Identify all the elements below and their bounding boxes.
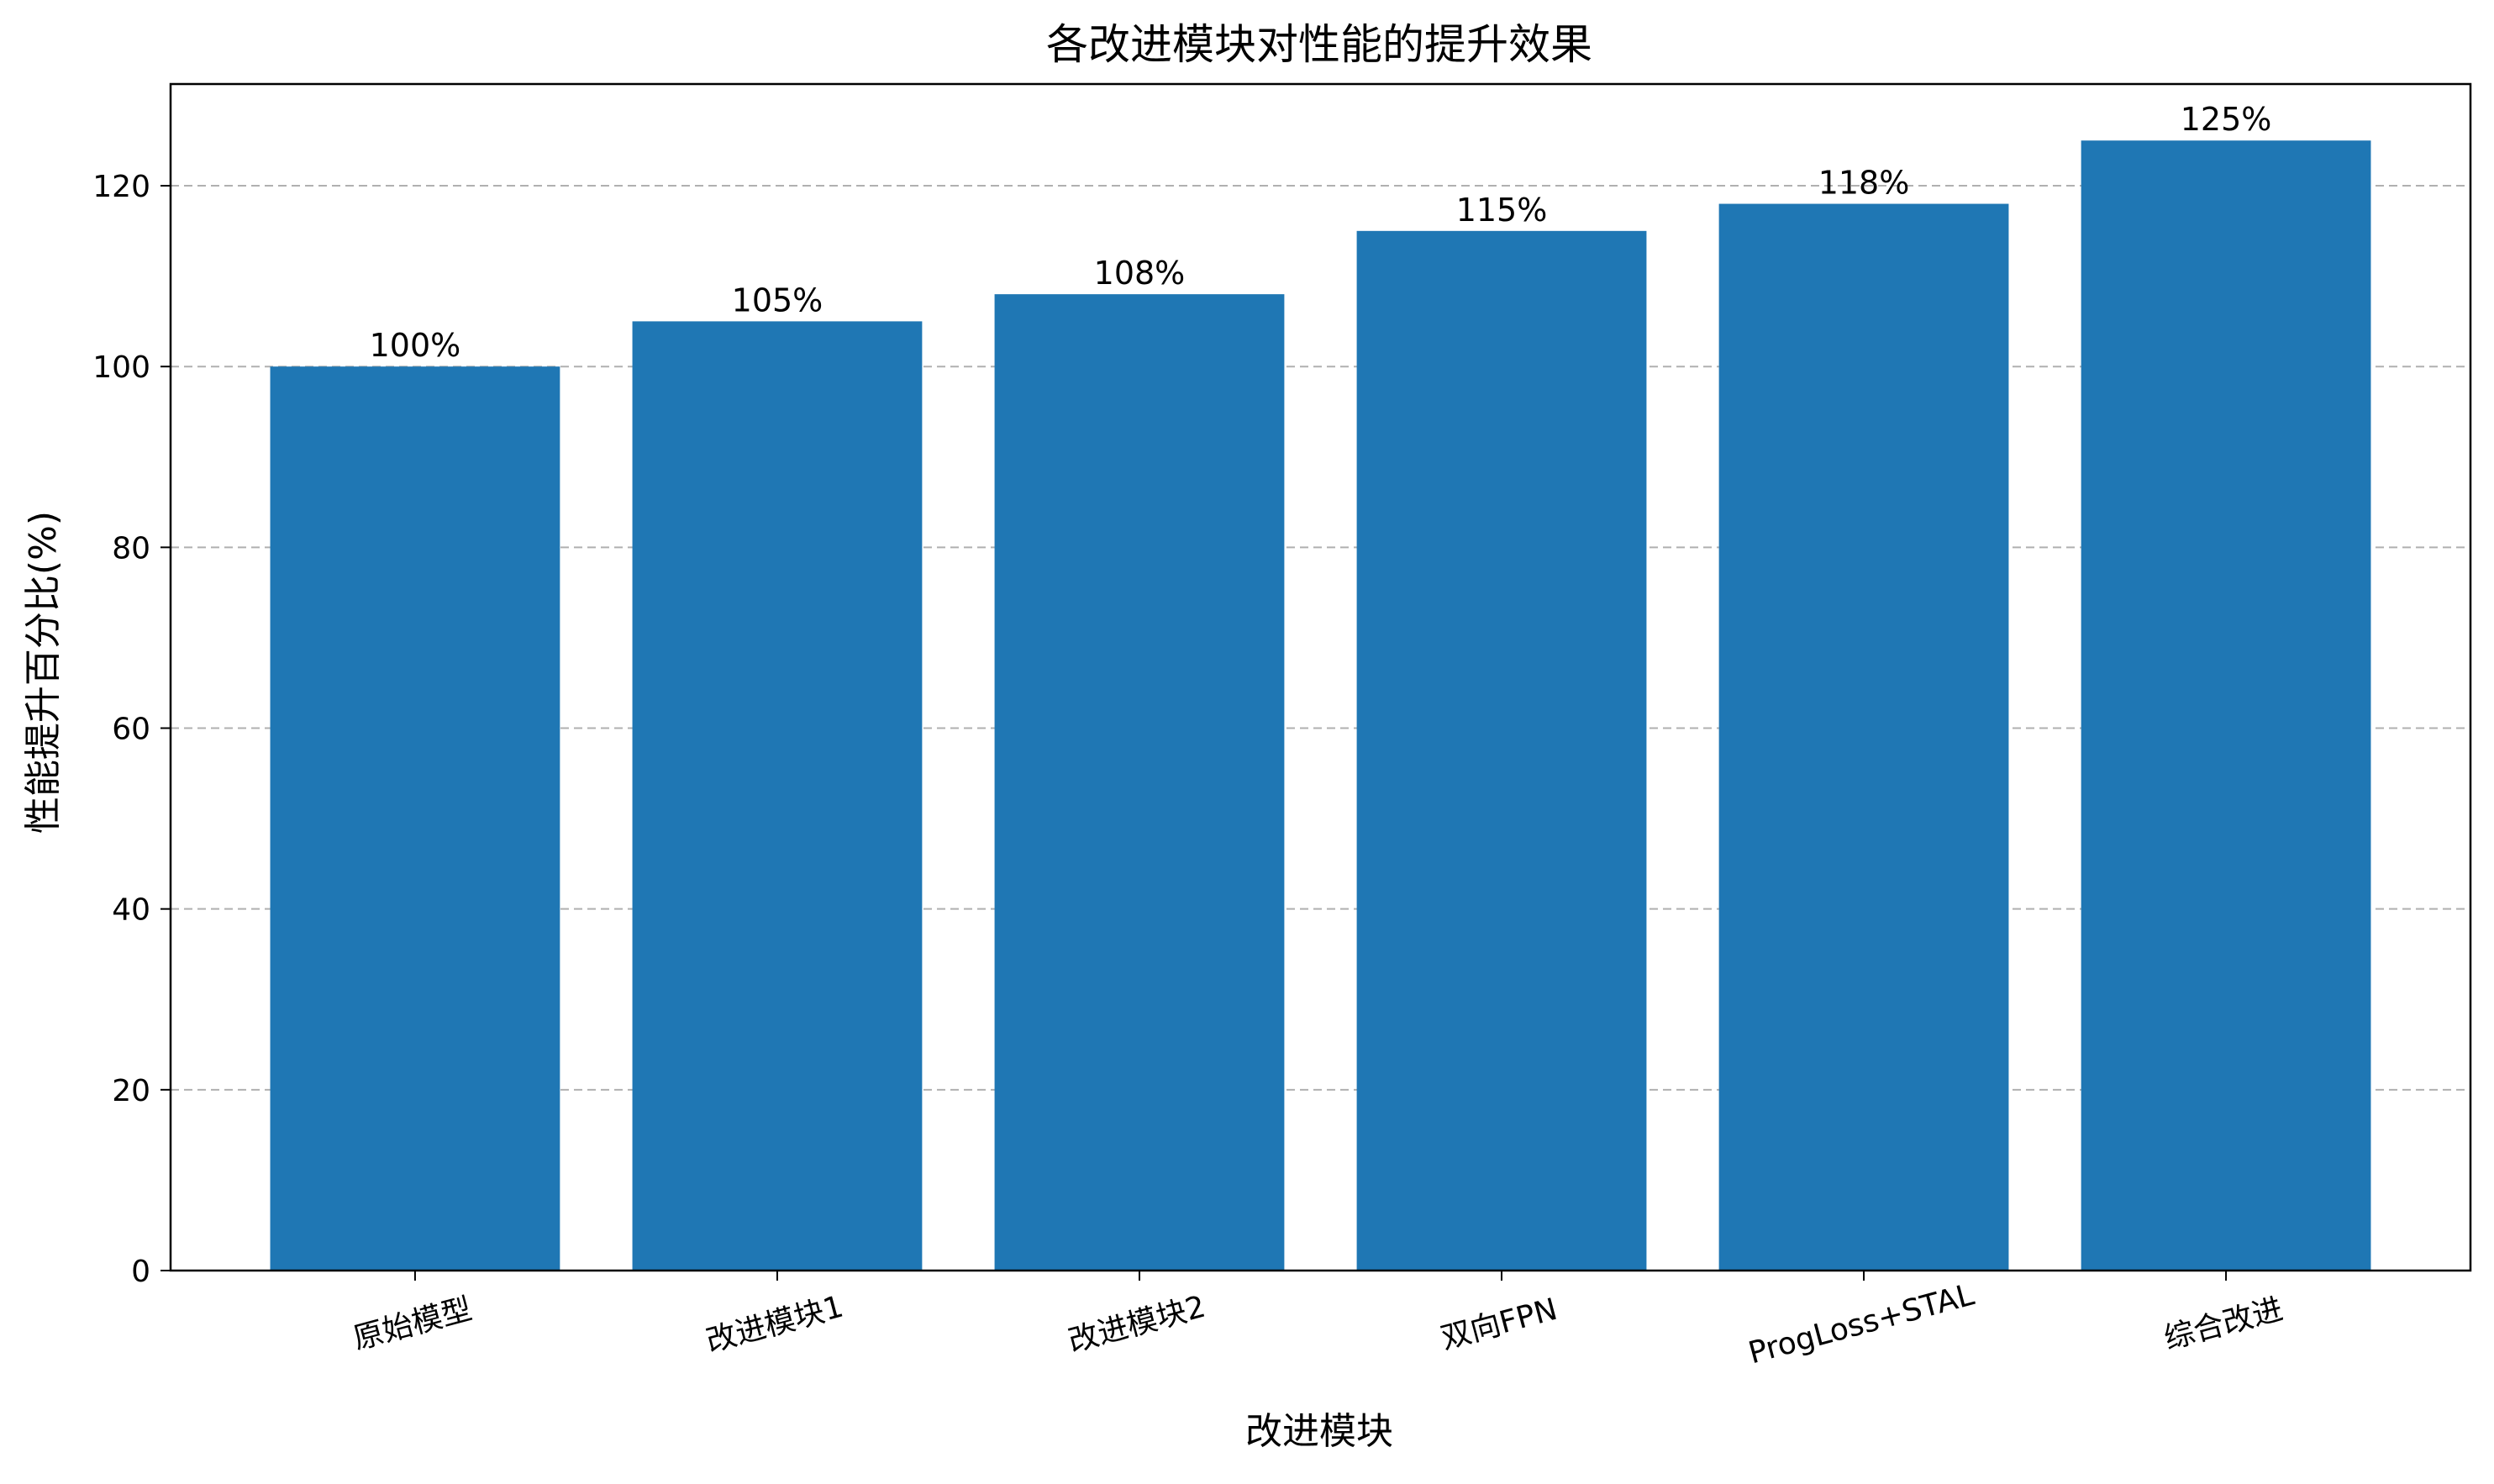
bar	[270, 366, 560, 1271]
y-tick-label: 60	[112, 713, 150, 747]
bar	[1356, 230, 1647, 1271]
bar	[632, 321, 923, 1271]
bar-value-label: 105%	[732, 282, 823, 318]
bar	[1718, 203, 2009, 1271]
x-axis-title: 改进模块	[1245, 1410, 1393, 1453]
bar	[994, 294, 1285, 1271]
bar-value-label: 118%	[1818, 165, 1910, 202]
y-tick-label: 80	[112, 531, 150, 566]
chart-title: 各改进模块对性能的提升效果	[1046, 20, 1592, 69]
y-tick-label: 0	[131, 1255, 150, 1289]
y-axis-title: 性能提升百分比(%)	[22, 511, 65, 834]
y-tick-label: 40	[112, 893, 150, 928]
bars	[270, 140, 2371, 1271]
bar-value-label: 108%	[1094, 255, 1186, 292]
bar-value-label: 100%	[370, 327, 461, 364]
y-tick-label: 100	[92, 350, 150, 385]
bar	[2081, 140, 2371, 1271]
y-tick-label: 120	[92, 170, 150, 204]
y-tick-label: 20	[112, 1074, 150, 1108]
data-labels: 100% 105% 108% 115% 118% 125%	[370, 101, 2272, 364]
bar-value-label: 115%	[1456, 192, 1548, 229]
bar-value-label: 125%	[2181, 101, 2272, 138]
plot-frame	[169, 82, 2472, 1272]
